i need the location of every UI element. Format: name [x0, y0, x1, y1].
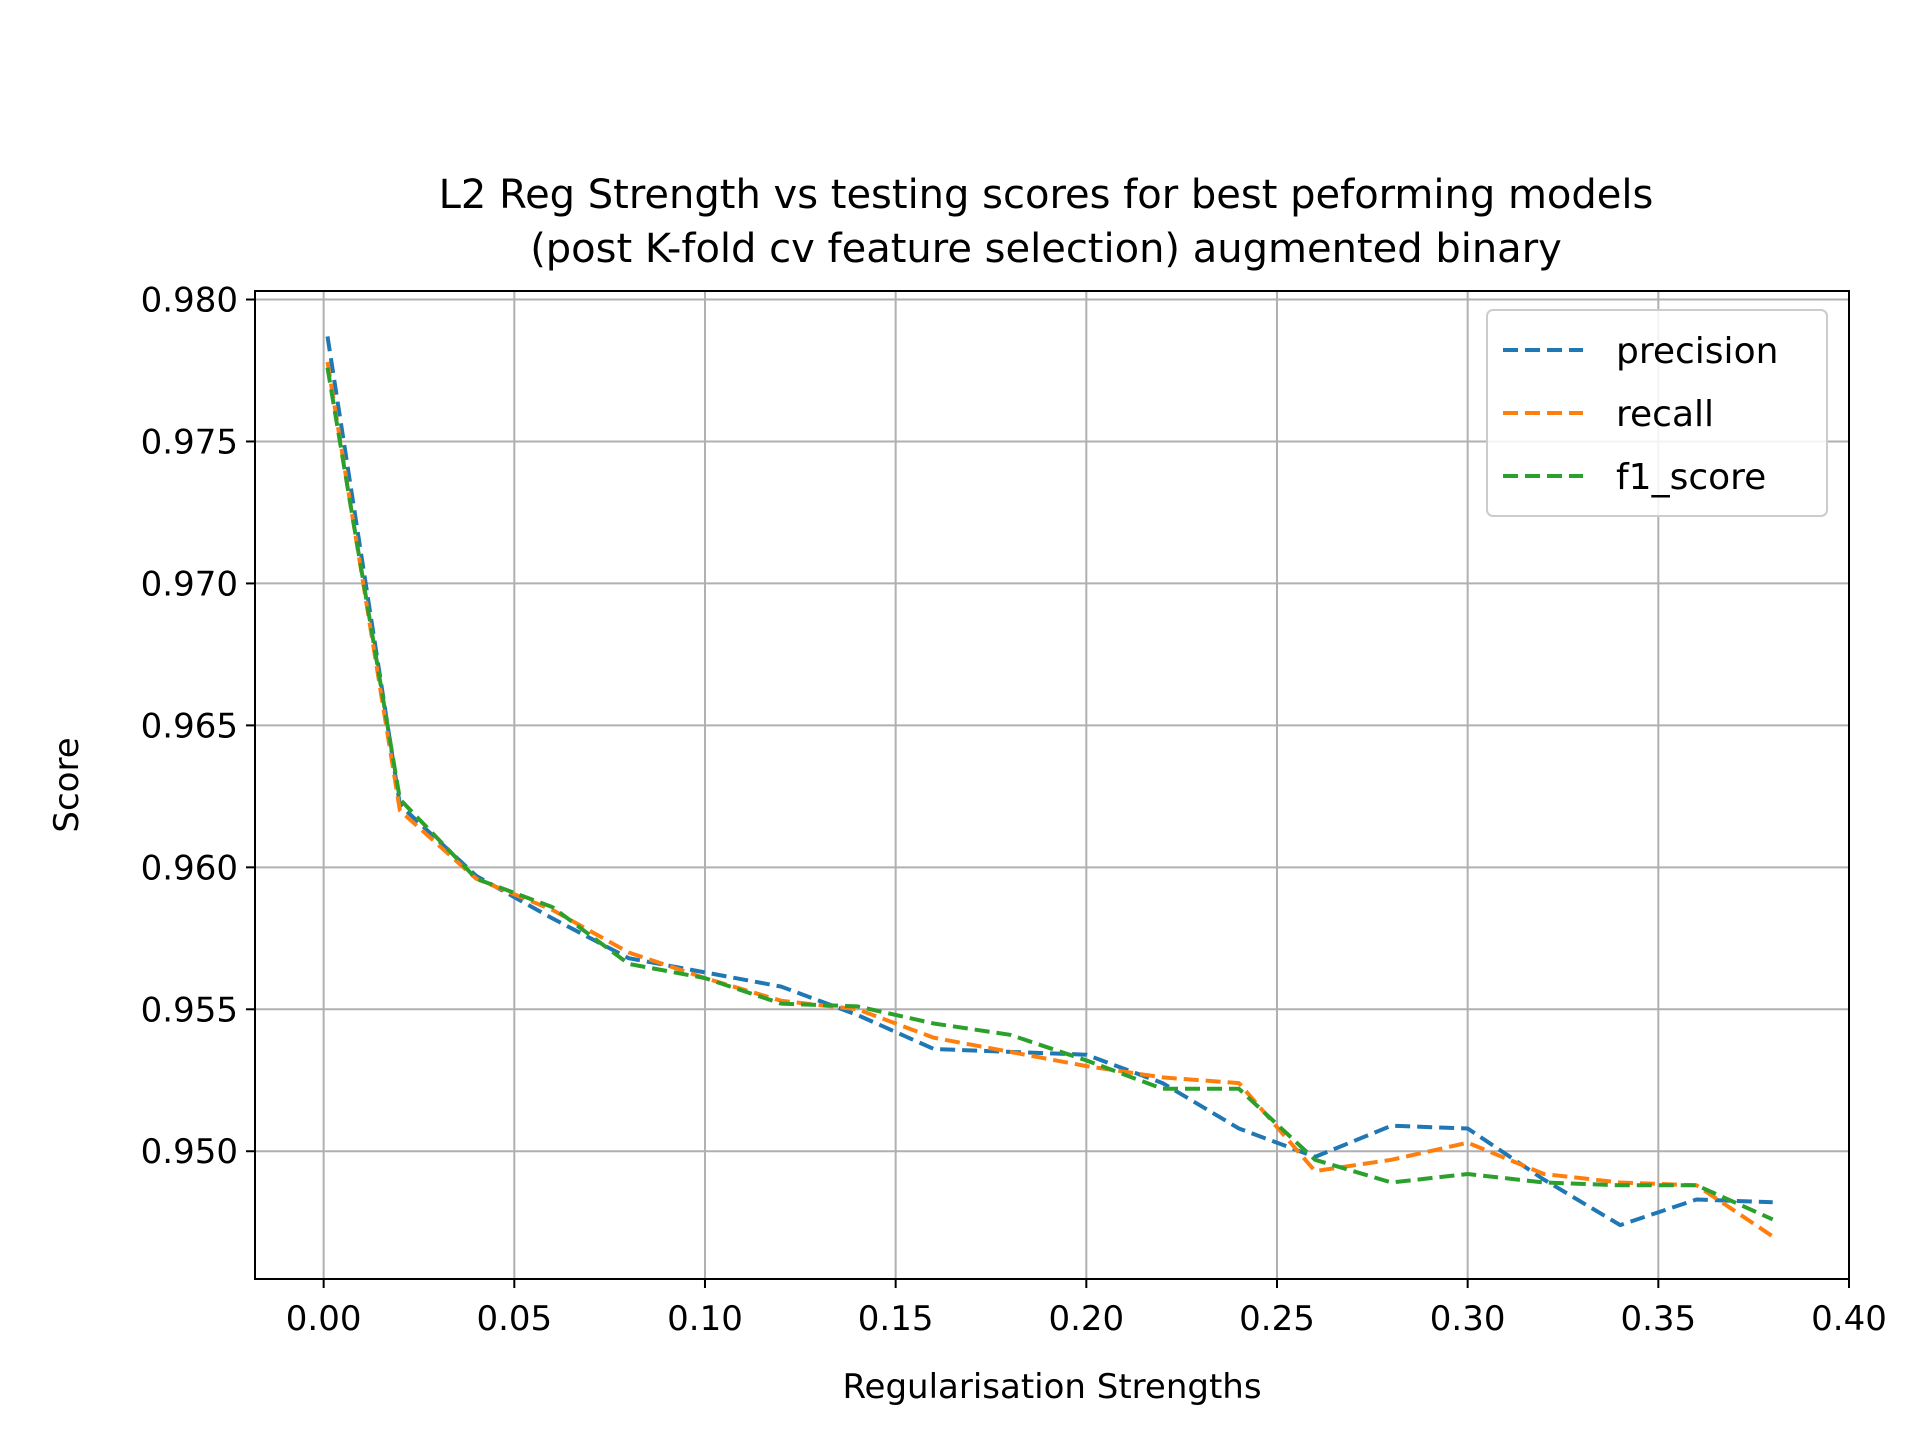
- axis-ticks: 0.00 0.05 0.10 0.15 0.20 0.25 0.30 0.35 0.40 0.95…: [141, 281, 1887, 1339]
- x-tick-label: 0.05: [476, 1299, 552, 1339]
- series-line-f1-score: [325, 367, 1774, 1222]
- y-tick-label: 0.975: [141, 422, 238, 462]
- x-tick-label: 0.35: [1620, 1299, 1696, 1339]
- y-tick-label: 0.965: [141, 706, 238, 746]
- y-tick-label: 0.955: [141, 990, 238, 1030]
- x-tick-label: 0.20: [1048, 1299, 1124, 1339]
- chart-title-line-1: L2 Reg Strength vs testing scores for be…: [439, 172, 1654, 218]
- x-tick-label: 0.15: [858, 1299, 934, 1339]
- y-tick-label: 0.980: [141, 281, 238, 321]
- y-axis-label: Score: [47, 737, 87, 832]
- y-tick-label: 0.970: [141, 564, 238, 604]
- x-tick-label: 0.25: [1239, 1299, 1315, 1339]
- legend-label-recall: recall: [1616, 394, 1714, 435]
- series-lines: [325, 336, 1774, 1239]
- x-tick-label: 0.30: [1430, 1299, 1506, 1339]
- legend-label-f1-score: f1_score: [1616, 457, 1766, 498]
- x-axis-label: Regularisation Strengths: [842, 1367, 1261, 1407]
- y-tick-label: 0.960: [141, 848, 238, 888]
- chart-title-line-2: (post K-fold cv feature selection) augme…: [530, 226, 1562, 272]
- legend: precision recall f1_score: [1486, 309, 1828, 517]
- legend-label-precision: precision: [1616, 331, 1778, 372]
- x-tick-label: 0.40: [1811, 1299, 1887, 1339]
- x-tick-label: 0.00: [286, 1299, 362, 1339]
- y-tick-label: 0.950: [141, 1132, 238, 1172]
- x-tick-label: 0.10: [667, 1299, 743, 1339]
- plot-area-frame: [254, 290, 1850, 1280]
- legend-box: [1486, 309, 1828, 517]
